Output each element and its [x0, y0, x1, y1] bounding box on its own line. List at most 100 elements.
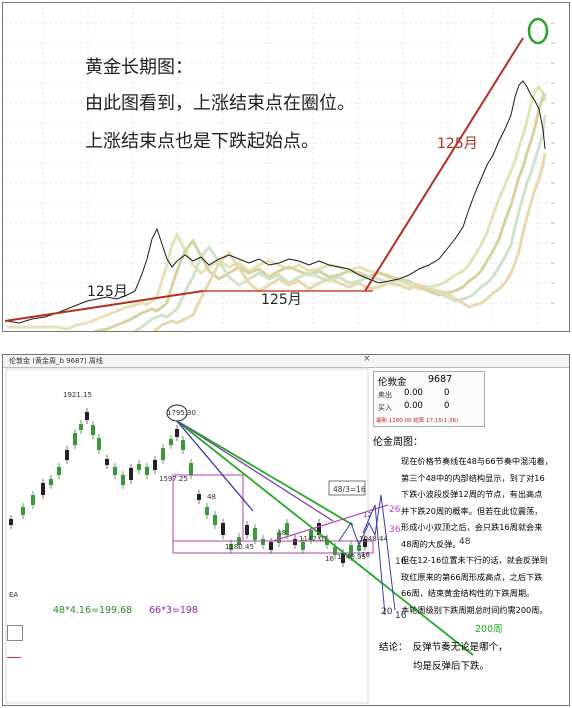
count-label-48-b: 48	[277, 529, 286, 537]
count-label-20: 20	[381, 607, 393, 617]
quote-sell-label: 卖出	[378, 391, 392, 399]
moving-average-line	[7, 84, 547, 331]
price-label-1795: 1795.30	[167, 409, 196, 417]
candle-body	[245, 525, 249, 535]
analysis-line: 本轮周级别下跌周期总时间约需200周。	[401, 604, 548, 615]
candle-body	[57, 467, 61, 475]
chart-plot-border	[5, 368, 369, 704]
candle-body	[145, 467, 149, 475]
analysis-title: 伦金周图：	[373, 437, 423, 448]
analysis-line: 第三个48中的内部结构显示，到了对16	[401, 472, 545, 483]
count-label-48-c: 48	[459, 537, 471, 547]
candle-body	[79, 424, 83, 430]
projection-zigzag-2	[362, 504, 386, 616]
quote-sell-value: 0.00	[404, 388, 423, 398]
candle-body	[85, 412, 89, 420]
analysis-line: 现在价格节奏线在48与66节奏中混沌着，	[401, 456, 553, 466]
analysis-line: 并下跌20周的概率。但若在此位震荡，	[401, 505, 543, 516]
moving-average-bands	[7, 84, 547, 331]
price-label-1048: 1048.44	[359, 535, 388, 543]
candle-body	[269, 542, 273, 550]
candle-body	[129, 468, 133, 480]
candle-body	[181, 440, 185, 450]
label-125-months-left: 125月	[87, 284, 128, 300]
candle-body	[221, 523, 225, 535]
count-label-16-d: 16	[395, 611, 407, 621]
high-circle-marker	[166, 404, 188, 422]
green-projection-line	[176, 420, 474, 656]
axis-label-ea: EA	[9, 591, 19, 599]
candle-body	[229, 544, 233, 550]
candle-body	[113, 467, 117, 475]
candle-body	[317, 523, 321, 535]
moving-average-line	[152, 152, 547, 331]
analysis-line: 但在12-16位置未下行的话，就会反弹到	[401, 555, 548, 565]
candle-body	[197, 494, 201, 500]
price-label-1140: 1140.95	[337, 553, 366, 561]
analysis-lines: 现在价格节奏线在48与66节奏中混沌着， 第三个48中的内部结构显示，到了对16 下…	[373, 453, 565, 618]
projection-zigzag	[338, 494, 396, 611]
count-label-36: 36	[389, 525, 401, 535]
quote-code: 9687	[428, 374, 453, 385]
candle-body	[91, 425, 95, 435]
steep-advance-trendline	[364, 37, 524, 292]
quote-box: 伦敦金 9687 卖出 0.00 0 买入 0.00 0 最新 1280.00 …	[373, 371, 485, 427]
quote-buy-label: 买入	[378, 404, 392, 412]
candle-body	[363, 539, 367, 547]
weekly-gold-chart	[5, 368, 474, 704]
candle-body	[9, 519, 13, 525]
label-125-months-middle: 125月	[261, 292, 302, 308]
moving-average-line	[131, 114, 547, 331]
conclusion-block: 结论： 反弹节奏无论是哪个， 均是反弹后下跌。	[379, 635, 508, 672]
top-circle-marker	[527, 17, 549, 45]
quote-buy-qty: 0	[444, 401, 450, 411]
analysis-line: 形成小小双顶之后，会只跌16周就会来	[401, 522, 543, 532]
blue-down-line	[176, 420, 254, 512]
price-series-line	[6, 80, 546, 324]
title-line-3: 上涨结束点也是下跌起始点。	[85, 131, 319, 152]
magenta-upper-line	[272, 504, 389, 542]
price-label-1142: 1142.07	[299, 535, 328, 543]
candle-body	[97, 438, 101, 450]
moving-average-line	[92, 92, 547, 331]
count-label-48-a: 48	[207, 493, 216, 501]
chart-tool-icon[interactable]	[7, 625, 23, 641]
candle-body	[293, 539, 297, 545]
candle-body	[73, 433, 77, 445]
candle-body	[65, 450, 69, 460]
candle-body	[175, 429, 179, 437]
count-label-16-b: 16	[361, 551, 370, 559]
long-term-gold-chart	[4, 7, 555, 331]
analysis-line: 玫红原来的第66周形成高点，之后下跌	[401, 571, 543, 582]
analysis-block: 伦金周图： 现在价格节奏线在48与66节奏中混沌着， 第三个48中的内部结构显示，…	[373, 433, 565, 618]
close-icon[interactable]: ×	[363, 354, 371, 364]
candle-body	[161, 448, 165, 460]
volume-bars-icon	[7, 647, 21, 658]
quote-footer: 最新 1280.00 结算 17.15(1.36)	[376, 418, 459, 424]
candle-body	[169, 439, 173, 445]
purple-down-line	[176, 420, 334, 522]
long-term-gold-chart-panel: 黄金长期图： 由此图看到，上涨结束点在圈位。 上涨结束点也是下跌起始点。 125…	[2, 2, 570, 332]
candle-body	[205, 507, 209, 515]
title-line-2: 由此图看到，上涨结束点在圈位。	[85, 93, 355, 114]
candle-body	[31, 495, 35, 505]
candle-body	[357, 545, 361, 551]
quote-name: 伦敦金	[378, 377, 407, 388]
price-label-1180: 1180.45	[225, 543, 254, 551]
formula-48: 48*4.16=199.68	[53, 605, 133, 616]
candle-body	[213, 515, 217, 525]
candle-body	[341, 553, 345, 563]
chart-title: 伦敦金 (黄金周_b 9687) 周线	[9, 357, 103, 365]
formula-66: 66*3=198	[149, 605, 198, 616]
right-price-axis	[551, 22, 555, 304]
price-label-1597: 1597.25	[159, 475, 188, 483]
analysis-line: 48周的大反弹。	[401, 538, 461, 549]
count-label-26: 26	[389, 505, 401, 515]
candle-body	[153, 460, 157, 470]
candle-body	[49, 479, 53, 485]
chart-toolbar: 伦敦金 (黄金周_b 9687) 周线 ×	[3, 354, 569, 368]
candle-body	[285, 523, 289, 535]
candlestick-series	[9, 408, 367, 567]
candle-body	[325, 539, 329, 545]
